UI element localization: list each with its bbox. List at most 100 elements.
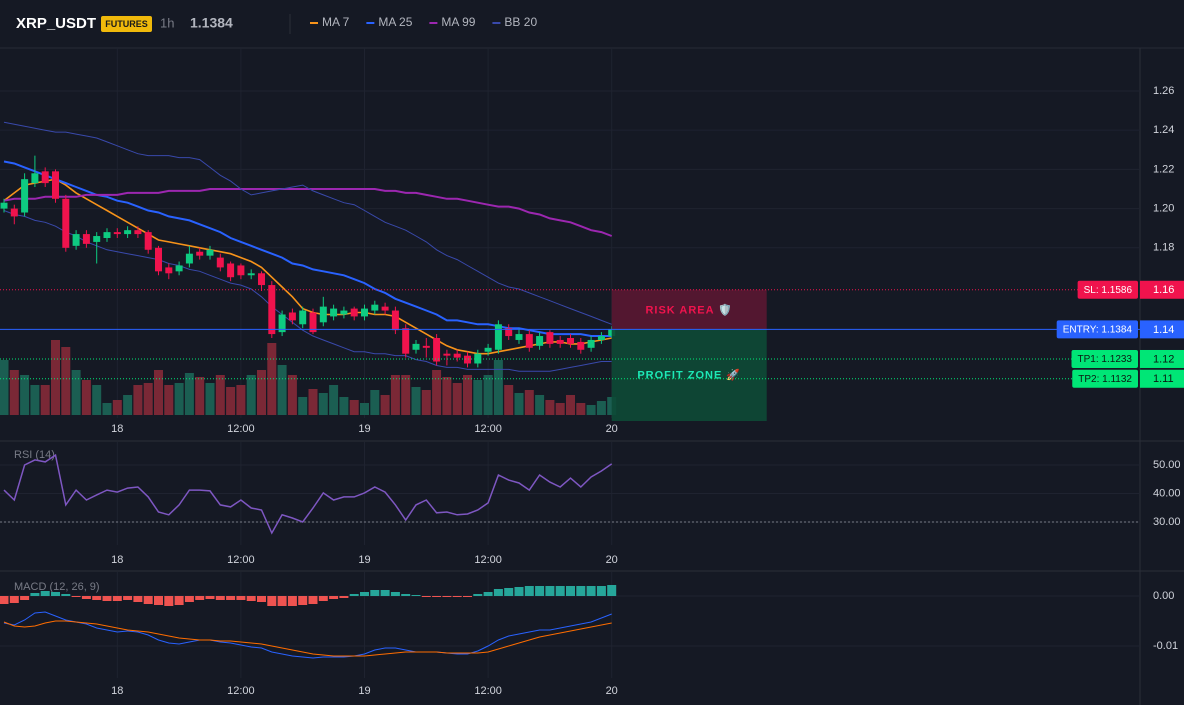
- histogram-bar: [20, 596, 30, 600]
- candle-body: [62, 198, 70, 248]
- volume-bar: [339, 397, 349, 415]
- candle-body: [82, 234, 90, 244]
- histogram-bar: [421, 596, 431, 597]
- volume-bar: [112, 400, 122, 415]
- x-tick-label: 18: [111, 423, 123, 435]
- badge: FUTURES: [105, 19, 148, 29]
- histogram-bar: [576, 586, 586, 596]
- legend-label: BB 20: [504, 15, 537, 29]
- y-tick-label: 1.22: [1153, 163, 1174, 175]
- histogram-bar: [401, 594, 411, 596]
- histogram-bar: [184, 596, 194, 602]
- candle-body: [0, 202, 8, 209]
- volume-bar: [40, 385, 50, 415]
- histogram-bar: [92, 596, 102, 600]
- histogram-bar: [123, 596, 133, 600]
- signal-line: [3, 620, 612, 657]
- volume-bar: [81, 380, 91, 415]
- candle-body: [371, 304, 379, 311]
- legend-label: MA 7: [322, 15, 350, 29]
- x-tick-label: 12:00: [227, 685, 255, 697]
- candle-body: [350, 308, 358, 317]
- y-tick-label: 50.00: [1153, 459, 1181, 471]
- volume-bar: [493, 360, 503, 415]
- y-tick-label: 1.18: [1153, 242, 1174, 254]
- bb-lower: [3, 210, 612, 372]
- volume-bar: [0, 360, 9, 415]
- level-box: [1077, 280, 1138, 299]
- candle-body: [237, 265, 245, 276]
- volume-bar: [164, 385, 174, 415]
- histogram-bar: [40, 591, 50, 596]
- histogram-bar: [555, 586, 565, 596]
- level-tag: 1.14: [1153, 324, 1174, 336]
- histogram-bar: [154, 596, 163, 605]
- histogram-bar: [339, 596, 349, 598]
- volume-bar: [215, 375, 225, 415]
- candle-body: [103, 232, 111, 238]
- level-label: SL: 1.1586: [1084, 285, 1133, 296]
- candle-body: [587, 339, 595, 348]
- candle-body: [464, 355, 471, 364]
- volume-bar: [184, 373, 194, 415]
- candle-body: [515, 334, 523, 340]
- candle-body: [216, 257, 224, 268]
- histogram-bar: [143, 596, 153, 604]
- candle-body: [319, 306, 327, 323]
- histogram-bar: [308, 596, 318, 604]
- y-tick-label: 30.00: [1153, 516, 1181, 528]
- candle-body: [247, 273, 255, 276]
- candle-body: [402, 328, 410, 354]
- histogram-bar: [586, 586, 596, 596]
- histogram-bar: [493, 589, 503, 596]
- volume-bar: [483, 375, 493, 415]
- x-tick-label: 18: [111, 685, 123, 697]
- histogram-bar: [174, 596, 184, 605]
- volume-bar: [524, 390, 534, 415]
- candle-body: [381, 306, 389, 311]
- candle-body: [299, 310, 307, 325]
- candle-body: [196, 251, 204, 256]
- histogram-bar: [112, 596, 122, 601]
- candle-body: [536, 336, 544, 346]
- level-box: [1072, 369, 1138, 388]
- symbol: XRP_USDT: [16, 15, 96, 32]
- candle-body: [258, 273, 265, 286]
- volume-bar: [370, 390, 380, 415]
- y-tick-label: 1.26: [1153, 85, 1174, 97]
- candle-body: [10, 208, 18, 217]
- histogram-bar: [102, 596, 112, 601]
- y-tick-label: -0.01: [1153, 640, 1178, 652]
- volume-bar: [246, 375, 256, 415]
- x-tick-label: 19: [358, 423, 370, 435]
- volume-bar: [504, 385, 514, 415]
- volume-bar: [318, 393, 328, 415]
- candle-body: [597, 336, 605, 340]
- level-tag-box: [1140, 280, 1184, 299]
- candle-body: [155, 247, 162, 272]
- histogram-bar: [298, 596, 308, 605]
- candle-body: [124, 230, 132, 235]
- candle-body: [422, 345, 430, 348]
- histogram-bar: [545, 586, 555, 596]
- candle-body: [268, 285, 276, 335]
- bb-upper: [3, 121, 612, 325]
- candle-body: [309, 312, 317, 333]
- level-tag: 1.11: [1153, 373, 1174, 385]
- volume-bar: [401, 375, 411, 415]
- histogram-bar: [535, 586, 545, 596]
- histogram-bar: [226, 596, 236, 600]
- candle-body: [546, 332, 554, 344]
- volume-bar: [123, 395, 133, 415]
- candle-body: [556, 339, 564, 344]
- zone-label: RISK AREA 🛡️: [645, 303, 732, 316]
- histogram-bar: [215, 596, 225, 600]
- candle-body: [484, 347, 492, 352]
- candle-body: [21, 179, 29, 213]
- histogram-bar: [81, 596, 91, 599]
- x-tick-label: 19: [358, 685, 370, 697]
- candle-body: [175, 265, 183, 272]
- histogram-bar: [30, 593, 40, 596]
- volume-bar: [257, 370, 266, 415]
- volume-bar: [205, 383, 215, 415]
